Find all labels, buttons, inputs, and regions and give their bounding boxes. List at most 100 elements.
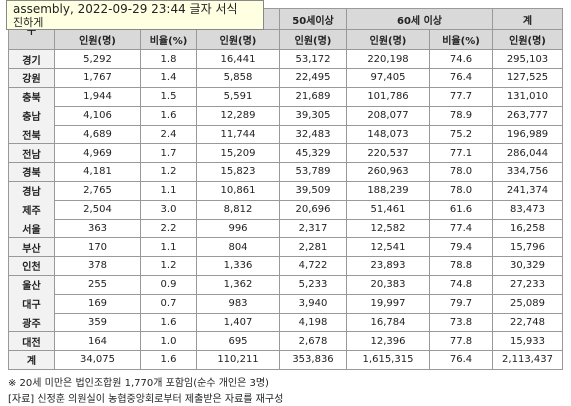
table-cell: 286,044 [493, 144, 563, 164]
row-label: 제주 [8, 200, 55, 220]
table-cell: 1.0 [141, 332, 197, 352]
table-cell: 4,198 [280, 313, 347, 333]
table-cell: 20,383 [347, 275, 430, 295]
table-cell: 77.4 [430, 219, 493, 239]
table-cell: 23,893 [347, 256, 430, 277]
table-cell: 1.1 [141, 181, 197, 201]
table-cell: 25,089 [493, 294, 563, 314]
table-cell: 4,106 [55, 106, 141, 126]
table-cell: 1.2 [141, 162, 197, 183]
table-cell: 39,509 [280, 181, 347, 201]
table-cell: 1,615,315 [347, 350, 430, 371]
table-cell: 695 [197, 332, 280, 352]
table-cell: 3.0 [141, 200, 197, 220]
table-cell: 188,239 [347, 181, 430, 201]
table-cell: 1.7 [141, 144, 197, 164]
table-cell: 1,407 [197, 313, 280, 333]
table-cell: 1.6 [141, 313, 197, 333]
row-label: 경북 [8, 162, 55, 183]
table-cell: 2.4 [141, 125, 197, 145]
header-cell: 50세이상 [280, 8, 347, 30]
table-cell: 12,582 [347, 219, 430, 239]
table-cell: 334,756 [493, 162, 563, 183]
table-cell: 4,969 [55, 144, 141, 164]
table-cell: 5,233 [280, 275, 347, 295]
table-cell: 1,336 [197, 256, 280, 277]
table-cell: 1.8 [141, 50, 197, 70]
table-cell: 1.2 [141, 256, 197, 277]
header-cell: 비율(%) [430, 30, 493, 50]
table-cell: 1.1 [141, 238, 197, 258]
table-cell: 260,963 [347, 162, 430, 183]
table-cell: 2.2 [141, 219, 197, 239]
row-label: 경남 [8, 181, 55, 201]
table-cell: 255 [55, 275, 141, 295]
table-cell: 27,233 [493, 275, 563, 295]
table-cell: 1,767 [55, 68, 141, 89]
table-cell: 61.6 [430, 200, 493, 220]
header-cell: 60세 이상 [347, 8, 493, 30]
table-cell: 12,289 [197, 106, 280, 126]
table-cell: 263,777 [493, 106, 563, 126]
note: ※ 20세 미만은 법인조합원 1,770개 포함임(순수 개인은 3명) [8, 378, 269, 389]
table-cell: 363 [55, 219, 141, 239]
table-cell: 73.8 [430, 313, 493, 333]
row-label: 대전 [8, 332, 55, 352]
table-cell: 110,211 [197, 350, 280, 371]
table-cell: 4,722 [280, 256, 347, 277]
table-cell: 2,504 [55, 200, 141, 220]
table-cell: 12,396 [347, 332, 430, 352]
table-cell: 53,172 [280, 50, 347, 70]
table-cell: 1.6 [141, 350, 197, 371]
table-cell: 75.2 [430, 125, 493, 145]
table-cell: 353,836 [280, 350, 347, 371]
row-label: 울산 [8, 275, 55, 295]
table-cell: 77.8 [430, 332, 493, 352]
table-cell: 15,933 [493, 332, 563, 352]
table-cell: 20,696 [280, 200, 347, 220]
table-cell: 77.1 [430, 144, 493, 164]
table-cell: 78.0 [430, 162, 493, 183]
table-cell: 1.6 [141, 106, 197, 126]
table-cell: 79.7 [430, 294, 493, 314]
table-cell: 170 [55, 238, 141, 258]
tooltip: assembly, 2022-09-29 23:44 글자 서식 진하게 [6, 0, 264, 30]
table-cell: 1,944 [55, 87, 141, 107]
table-cell: 1.4 [141, 68, 197, 89]
table-cell: 16,441 [197, 50, 280, 70]
table-cell: 15,209 [197, 144, 280, 164]
row-label: 경기 [8, 50, 55, 70]
row-label: 대구 [8, 294, 55, 314]
table-cell: 76.4 [430, 68, 493, 89]
row-label: 부산 [8, 238, 55, 258]
table-cell: 0.9 [141, 275, 197, 295]
table-cell: 78.8 [430, 256, 493, 277]
row-label: 전북 [8, 125, 55, 145]
table-cell: 208,077 [347, 106, 430, 126]
table-cell: 22,748 [493, 313, 563, 333]
table-cell: 164 [55, 332, 141, 352]
row-label: 광주 [8, 313, 55, 333]
table-cell: 196,989 [493, 125, 563, 145]
tooltip-text: assembly, 2022-09-29 23:44 글자 서식 [13, 2, 238, 16]
table-cell: 2,113,437 [493, 350, 563, 371]
row-label: 서울 [8, 219, 55, 239]
table-cell: 2,678 [280, 332, 347, 352]
table-cell: 996 [197, 219, 280, 239]
table-cell: 0.7 [141, 294, 197, 314]
table-cell: 378 [55, 256, 141, 277]
table-cell: 11,744 [197, 125, 280, 145]
table-cell: 295,103 [493, 50, 563, 70]
table-cell: 53,789 [280, 162, 347, 183]
table-cell: 10,861 [197, 181, 280, 201]
table-cell: 131,010 [493, 87, 563, 107]
table-cell: 220,537 [347, 144, 430, 164]
note: [자료] 신정훈 의원실이 농협중앙회로부터 제출받은 자료를 재구성 [8, 394, 284, 405]
table-cell: 359 [55, 313, 141, 333]
table-cell: 101,786 [347, 87, 430, 107]
table-cell: 1,362 [197, 275, 280, 295]
table-cell: 39,305 [280, 106, 347, 126]
table-cell: 15,823 [197, 162, 280, 183]
header-cell: 인원(명) [493, 30, 563, 50]
